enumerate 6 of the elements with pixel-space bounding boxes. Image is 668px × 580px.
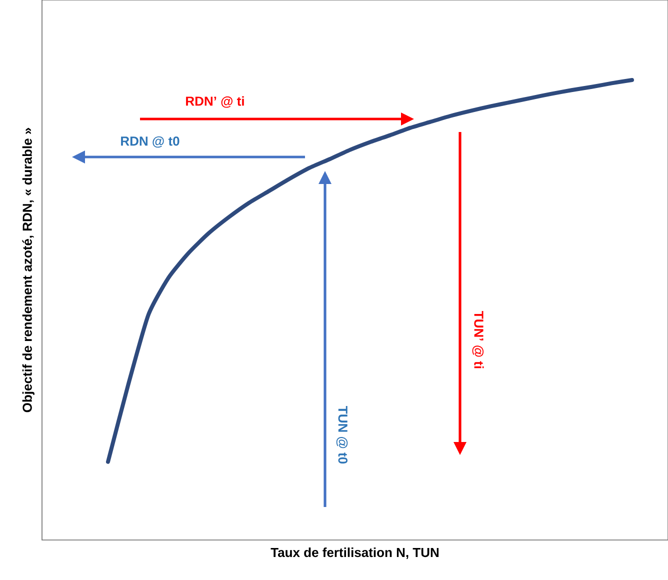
x-axis-title: Taux de fertilisation N, TUN bbox=[270, 548, 439, 559]
annotation: RDN’ @ ti bbox=[186, 96, 244, 108]
annotation: TUN’ @ ti bbox=[472, 311, 484, 368]
y-axis-title: Objectif de rendement azoté, RDN, « durable » bbox=[22, 128, 34, 412]
annotation: TUN @ t0 bbox=[336, 406, 348, 464]
annotation: RDN @ t0 bbox=[121, 136, 180, 148]
